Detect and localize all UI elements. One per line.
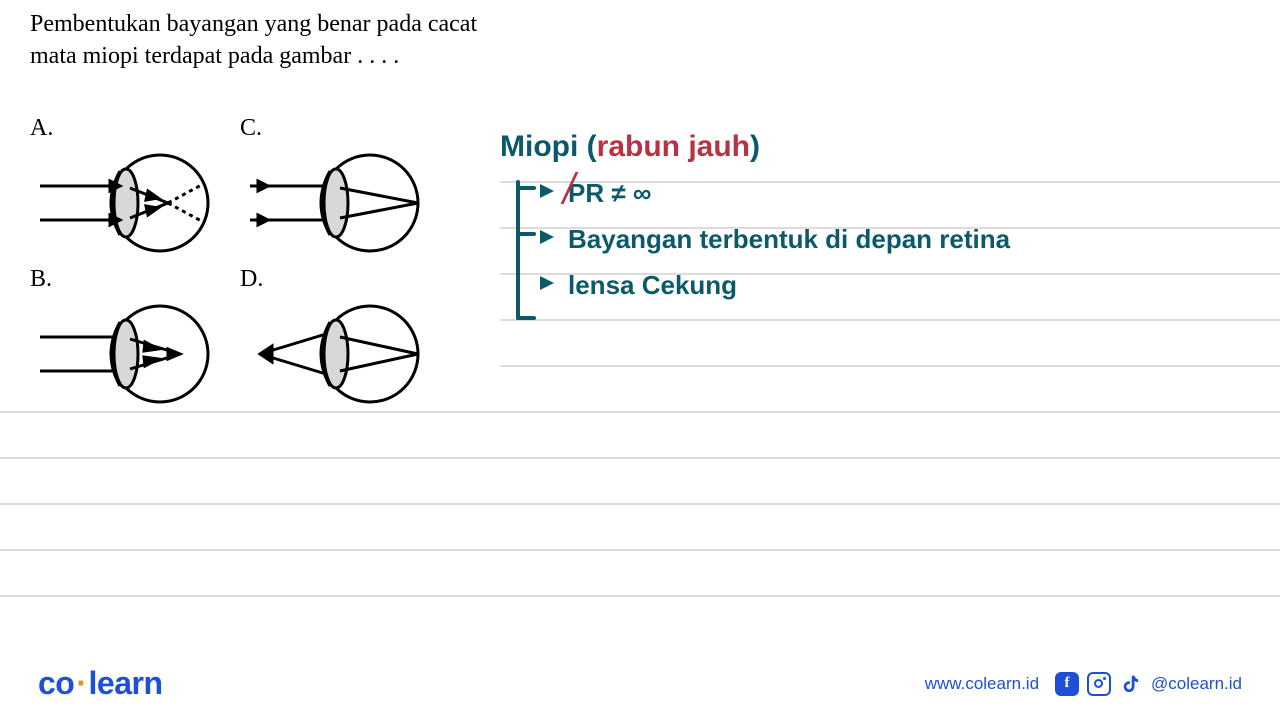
note-title-paren-open: ( <box>587 130 597 163</box>
note-line-2-text: Bayangan terbentuk di depan retina <box>568 224 1010 254</box>
social-icons: f @colearn.id <box>1055 672 1242 696</box>
instagram-icon <box>1087 672 1111 696</box>
note-title-paren-close: ) <box>750 130 760 163</box>
footer: co·learn www.colearn.id f @colearn.id <box>0 665 1280 702</box>
eye-diagram-a <box>30 148 220 258</box>
arrow-icon <box>540 184 560 198</box>
tiktok-icon <box>1119 672 1143 696</box>
eye-diagram-b <box>30 299 220 409</box>
logo-dot-icon: · <box>76 665 86 701</box>
question-text: Pembentukan bayangan yang benar pada cac… <box>30 8 490 73</box>
options-grid: A. <box>30 115 490 417</box>
logo-learn: learn <box>89 665 163 701</box>
facebook-icon: f <box>1055 672 1079 696</box>
arrow-icon <box>540 230 560 244</box>
note-line-1: PR ≠ ∞ <box>540 170 651 216</box>
note-line-3: lensa Cekung <box>540 262 1270 308</box>
note-line-1-text: PR ≠ ∞ <box>568 178 651 208</box>
notes-area: Miopi (rabun jauh) PR ≠ ∞ Bayangan terbe… <box>500 130 1270 308</box>
logo: co·learn <box>38 665 162 702</box>
note-line-2: Bayangan terbentuk di depan retina <box>540 216 1270 262</box>
note-line-3-text: lensa Cekung <box>568 270 737 300</box>
option-b-label: B. <box>30 266 52 293</box>
note-title: Miopi (rabun jauh) <box>500 130 1270 164</box>
footer-handle: @colearn.id <box>1151 674 1242 694</box>
logo-co: co <box>38 665 74 701</box>
note-title-main: Miopi <box>500 130 578 163</box>
note-title-red: rabun jauh <box>597 130 750 163</box>
option-d-label: D. <box>240 266 263 293</box>
eye-diagram-d <box>240 299 430 409</box>
arrow-icon <box>540 276 560 290</box>
eye-diagram-c <box>240 148 430 258</box>
bracket-icon <box>500 178 536 328</box>
footer-url: www.colearn.id <box>925 674 1039 694</box>
option-a-label: A. <box>30 115 53 142</box>
option-c-label: C. <box>240 115 262 142</box>
